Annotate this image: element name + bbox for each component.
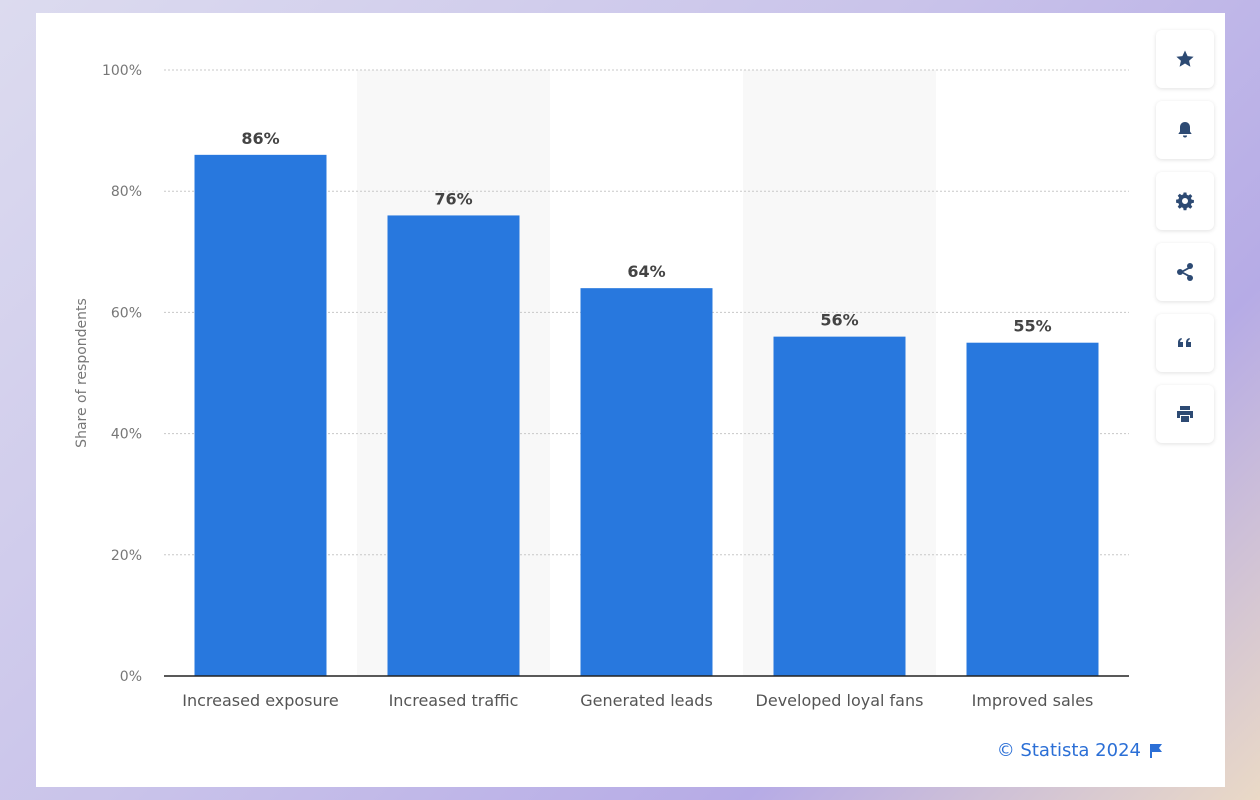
y-tick-label: 80% xyxy=(111,184,142,200)
x-tick-label: Increased traffic xyxy=(389,691,519,710)
data-label: 64% xyxy=(627,262,665,281)
quote-icon xyxy=(1178,338,1191,347)
bar-chart: 0% 20% 40% 60% 80% 100% 86% 76% 64% 56% 55% Incre… xyxy=(74,63,1129,710)
favorite-button[interactable] xyxy=(1156,30,1214,88)
y-tick-label: 0% xyxy=(120,669,142,685)
y-tick-label: 100% xyxy=(102,63,142,79)
data-label: 56% xyxy=(820,311,858,330)
gear-icon xyxy=(1176,192,1194,211)
bell-icon xyxy=(1178,122,1192,138)
bar xyxy=(580,288,713,676)
data-label: 86% xyxy=(241,129,279,148)
y-tick-label: 40% xyxy=(111,427,142,443)
chart-toolbar xyxy=(1156,30,1214,456)
flag-icon[interactable] xyxy=(1149,743,1163,759)
share-icon xyxy=(1177,263,1193,281)
credit-text[interactable]: © Statista 2024 xyxy=(996,740,1141,761)
star-icon xyxy=(1176,50,1194,67)
settings-button[interactable] xyxy=(1156,172,1214,230)
data-label: 55% xyxy=(1013,317,1051,336)
chart-card: 0% 20% 40% 60% 80% 100% 86% 76% 64% 56% 55% Incre… xyxy=(36,13,1225,787)
bar xyxy=(966,342,1099,676)
x-tick-label: Increased exposure xyxy=(182,691,338,710)
x-tick-label: Generated leads xyxy=(580,691,713,710)
print-button[interactable] xyxy=(1156,385,1214,443)
print-icon xyxy=(1177,406,1193,422)
bar xyxy=(387,215,520,676)
notification-button[interactable] xyxy=(1156,101,1214,159)
bar xyxy=(773,336,906,676)
y-tick-label: 60% xyxy=(111,305,142,321)
data-label: 76% xyxy=(434,189,472,208)
x-tick-label: Developed loyal fans xyxy=(756,691,924,710)
y-tick-label: 20% xyxy=(111,548,142,564)
share-button[interactable] xyxy=(1156,243,1214,301)
y-axis-title: Share of respondents xyxy=(74,298,90,448)
statista-credit[interactable]: © Statista 2024 xyxy=(997,740,1163,761)
bar xyxy=(194,154,327,677)
x-tick-label: Improved sales xyxy=(972,691,1094,710)
cite-button[interactable] xyxy=(1156,314,1214,372)
